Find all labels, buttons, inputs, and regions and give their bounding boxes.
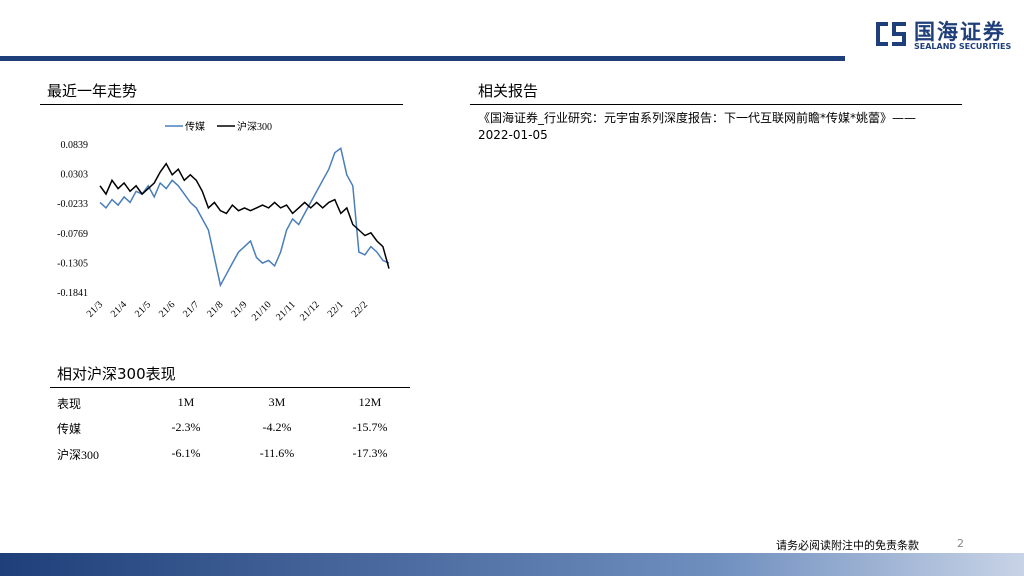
- x-tick-label: 22/2: [350, 299, 370, 319]
- reports-title: 相关报告: [478, 82, 539, 100]
- logo-icon: [876, 22, 906, 46]
- x-tick-label: 21/4: [109, 299, 129, 319]
- table-cell: -6.1%: [171, 446, 201, 460]
- y-tick-label: -0.1305: [57, 258, 88, 269]
- y-tick-label: -0.0769: [57, 229, 88, 240]
- table-cell: 传媒: [57, 422, 82, 436]
- table-cell: 3M: [268, 395, 286, 409]
- table-cell: 沪深300: [57, 448, 100, 462]
- top-bar: [0, 56, 845, 61]
- x-tick-label: 22/1: [326, 299, 346, 319]
- report-item: 《国海证券_行业研究：元宇宙系列深度报告：下一代互联网前瞻*传媒*姚蕾》——20…: [478, 111, 917, 142]
- table-cell: 12M: [358, 395, 382, 409]
- y-tick-label: -0.0233: [57, 199, 88, 210]
- bottom-bar: [0, 553, 1024, 576]
- x-tick-label: 21/11: [274, 299, 298, 323]
- logo-en: SEALAND SECURITIES: [914, 42, 1012, 51]
- rule: [470, 104, 962, 105]
- y-tick-label: -0.1841: [57, 288, 88, 299]
- x-tick-label: 21/3: [85, 299, 105, 319]
- table-cell: 表现: [57, 397, 82, 411]
- x-tick-label: 21/6: [157, 299, 177, 319]
- line-series: [99, 162, 390, 269]
- x-tick-label: 21/9: [229, 299, 249, 319]
- page-number: 2: [957, 537, 964, 550]
- chart: 0.0839 0.0303 -0.0233 -0.0769 -0.1305 -0.1841…: [57, 120, 390, 323]
- table-cell: -11.6%: [259, 446, 295, 460]
- logo-cn: 国海证券: [914, 20, 1006, 44]
- table-cell: -17.3%: [352, 446, 388, 460]
- x-tick-label: 21/10: [250, 299, 274, 323]
- legend-label: 沪深300: [237, 120, 272, 133]
- line-series: [99, 147, 390, 288]
- table-cell: -4.2%: [262, 420, 292, 434]
- table-cell: -15.7%: [352, 420, 388, 434]
- x-tick-label: 21/5: [133, 299, 153, 319]
- chart-section-title: 最近一年走势: [47, 82, 138, 100]
- table-title: 相对沪深300表现: [57, 365, 176, 383]
- x-tick-label: 21/7: [181, 299, 201, 319]
- legend-label: 传媒: [185, 121, 205, 133]
- x-tick-label: 21/12: [298, 299, 322, 323]
- table-cell: -2.3%: [171, 420, 201, 434]
- rule: [40, 104, 403, 105]
- y-tick-label: 0.0303: [61, 170, 89, 181]
- rule: [50, 387, 410, 388]
- y-tick-label: 0.0839: [61, 140, 89, 151]
- disclaimer: 请务必阅读附注中的免责条款: [776, 539, 919, 552]
- x-tick-label: 21/8: [205, 299, 225, 319]
- table-cell: 1M: [177, 395, 195, 409]
